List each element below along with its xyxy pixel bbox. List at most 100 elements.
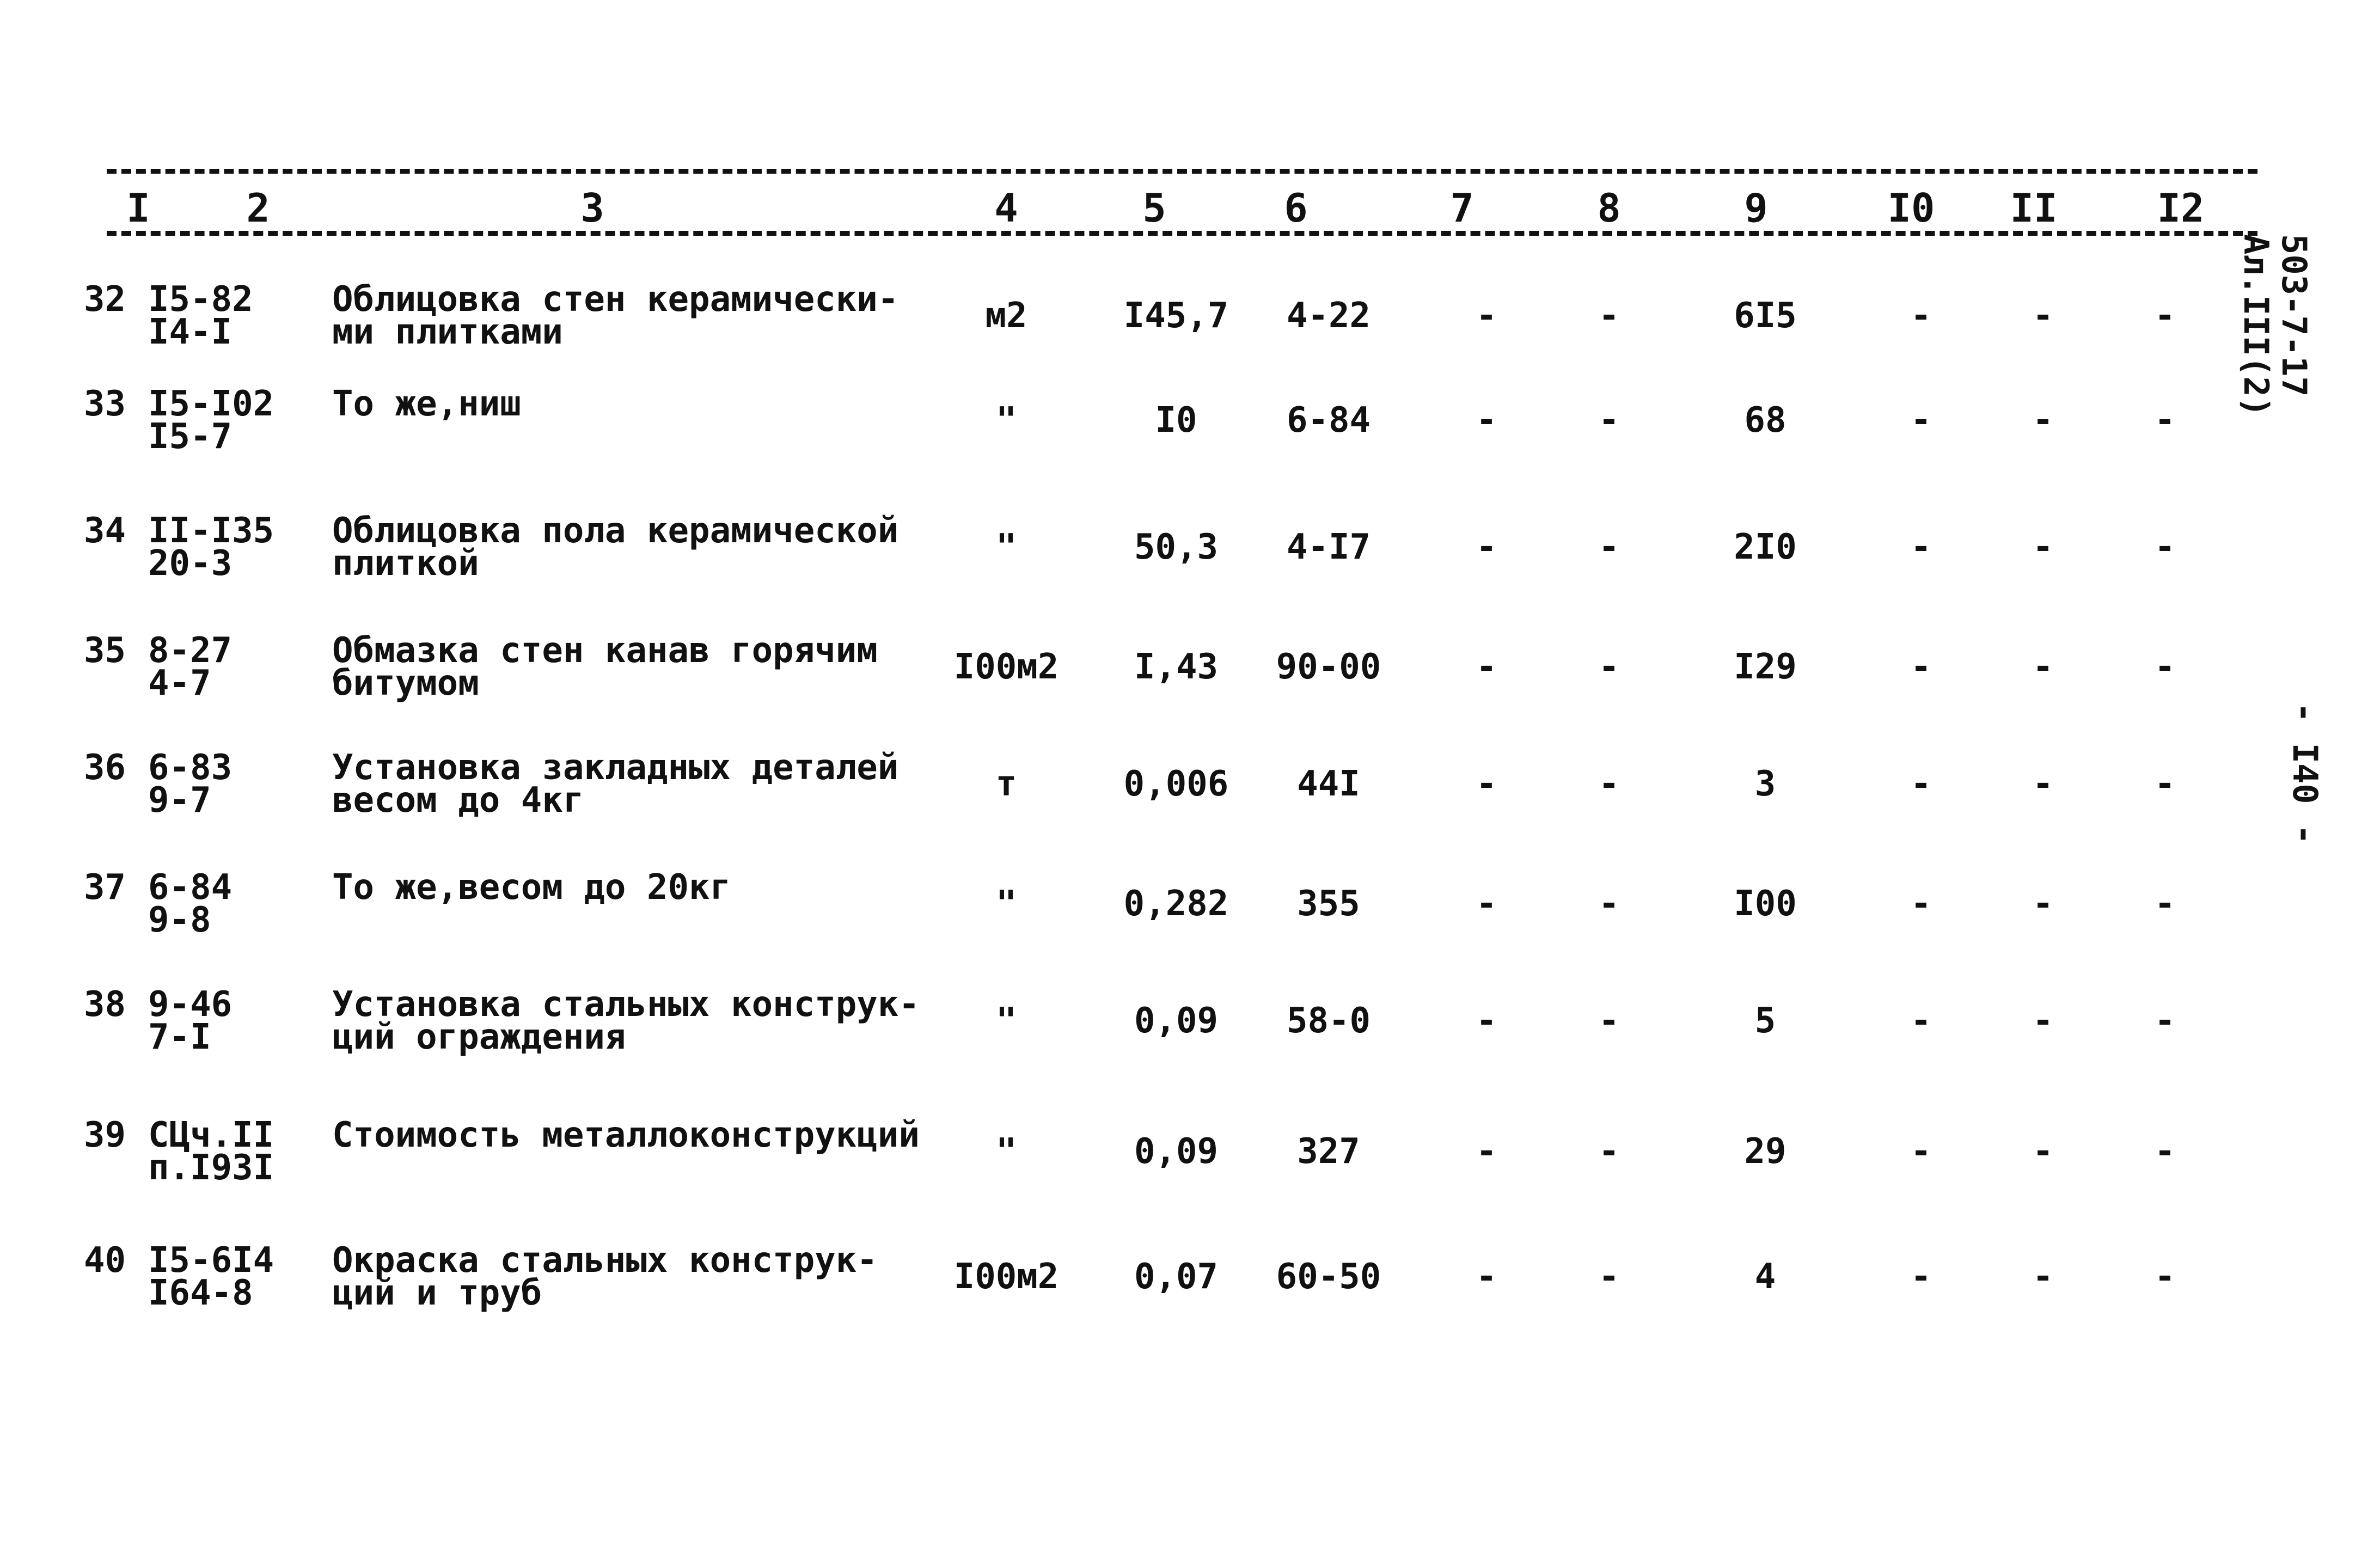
row-code: I5-I02 I5-7	[148, 384, 274, 457]
row-number: 33	[84, 384, 126, 424]
col-header-5: 5	[1142, 185, 1166, 231]
table-row: 36 6-83 9-7 Установка закладных деталей ве…	[0, 748, 2380, 860]
row-quantity: I0	[1155, 400, 1197, 440]
row-col-11: -	[2032, 1131, 2054, 1172]
row-code: II-I35 20-3	[148, 511, 274, 584]
row-total: 3	[1754, 764, 1776, 804]
margin-album: Ал.III(2)	[2236, 234, 2276, 417]
row-col-8: -	[1598, 296, 1620, 336]
row-col-11: -	[2032, 296, 2054, 336]
row-col-12: -	[2154, 884, 2176, 924]
row-col-12: -	[2154, 296, 2176, 336]
col-header-12: I2	[2157, 185, 2205, 231]
row-total: 68	[1744, 400, 1786, 440]
col-header-9: 9	[1744, 185, 1768, 231]
col-header-1: I	[126, 185, 150, 231]
header-top-rule	[107, 169, 2257, 174]
row-unit-price: 327	[1297, 1131, 1360, 1172]
row-quantity: 0,006	[1123, 764, 1229, 804]
row-code: СЦч.II п.I93I	[148, 1115, 274, 1188]
row-number: 37	[84, 867, 126, 908]
row-number: 39	[84, 1115, 126, 1155]
row-col-8: -	[1598, 1257, 1620, 1297]
margin-page-number: - I40 -	[2285, 702, 2325, 845]
row-unit-price: 58-0	[1286, 1001, 1371, 1041]
row-number: 40	[84, 1240, 126, 1281]
table-row: 37 6-84 9-8 То же,весом до 20кг " 0,282 355 - -…	[0, 867, 2380, 980]
row-col-7: -	[1476, 1257, 1497, 1297]
row-col-11: -	[2032, 527, 2054, 567]
row-unit-price: 6-84	[1286, 400, 1371, 440]
margin-doc-code: 503-7-17	[2274, 234, 2314, 397]
row-unit-price: 4-I7	[1286, 527, 1371, 567]
col-header-8: 8	[1597, 185, 1621, 231]
row-unit-price: 90-00	[1276, 647, 1381, 687]
row-unit: I00м2	[953, 647, 1059, 687]
row-description: Установка закладных деталей весом до 4кг	[332, 748, 899, 821]
row-unit-price: 355	[1297, 884, 1360, 924]
row-col-10: -	[1910, 884, 1932, 924]
row-col-8: -	[1598, 764, 1620, 804]
row-unit: м2	[985, 296, 1027, 336]
row-total: I29	[1734, 647, 1797, 687]
row-col-11: -	[2032, 1257, 2054, 1297]
row-description: Установка стальных конструк- ций огражде…	[332, 984, 920, 1057]
row-quantity: 50,3	[1134, 527, 1219, 567]
row-col-7: -	[1476, 884, 1497, 924]
row-col-8: -	[1598, 884, 1620, 924]
row-unit: "	[995, 884, 1017, 924]
row-col-12: -	[2154, 1001, 2176, 1041]
row-col-8: -	[1598, 1001, 1620, 1041]
row-description: Облицовка стен керамически- ми плитками	[332, 279, 899, 352]
row-col-7: -	[1476, 1131, 1497, 1172]
row-number: 35	[84, 630, 126, 671]
row-code: 9-46 7-I	[148, 984, 233, 1057]
row-col-11: -	[2032, 764, 2054, 804]
row-col-10: -	[1910, 647, 1932, 687]
row-col-7: -	[1476, 400, 1497, 440]
row-col-12: -	[2154, 527, 2176, 567]
row-description: Стоимость металлоконструкций	[332, 1115, 920, 1155]
col-header-4: 4	[994, 185, 1018, 231]
row-col-10: -	[1910, 527, 1932, 567]
row-unit: "	[995, 1131, 1017, 1172]
row-quantity: I,43	[1134, 647, 1219, 687]
row-unit-price: 4-22	[1286, 296, 1371, 336]
row-quantity: 0,09	[1134, 1131, 1219, 1172]
row-total: 2I0	[1734, 527, 1797, 567]
row-total: I00	[1734, 884, 1797, 924]
table-row: 39 СЦч.II п.I93I Стоимость металлоконструк…	[0, 1115, 2380, 1228]
table-row: 32 I5-82 I4-I Облицовка стен керамически- …	[0, 279, 2380, 392]
row-description: То же,ниш	[332, 384, 521, 424]
row-col-7: -	[1476, 1001, 1497, 1041]
row-quantity: I45,7	[1123, 296, 1229, 336]
row-unit: "	[995, 527, 1017, 567]
col-header-7: 7	[1450, 185, 1474, 231]
row-col-11: -	[2032, 884, 2054, 924]
row-col-11: -	[2032, 400, 2054, 440]
row-col-12: -	[2154, 400, 2176, 440]
row-description: Окраска стальных конструк- ций и труб	[332, 1240, 878, 1313]
table-row: 35 8-27 4-7 Обмазка стен канав горячим бит…	[0, 630, 2380, 743]
row-col-7: -	[1476, 527, 1497, 567]
table-row: 33 I5-I02 I5-7 То же,ниш " I0 6-84 - - 68 - - -	[0, 384, 2380, 497]
row-total: 4	[1754, 1257, 1776, 1297]
row-col-10: -	[1910, 1257, 1932, 1297]
row-col-10: -	[1910, 400, 1932, 440]
row-col-10: -	[1910, 764, 1932, 804]
row-code: 8-27 4-7	[148, 630, 233, 703]
header-bottom-rule	[107, 231, 2257, 236]
row-col-12: -	[2154, 1257, 2176, 1297]
row-col-7: -	[1476, 296, 1497, 336]
row-code: I5-6I4 I64-8	[148, 1240, 274, 1313]
row-unit: "	[995, 1001, 1017, 1041]
row-number: 34	[84, 511, 126, 551]
row-unit: I00м2	[953, 1257, 1059, 1297]
row-description: То же,весом до 20кг	[332, 867, 731, 908]
row-code: I5-82 I4-I	[148, 279, 253, 352]
row-unit-price: 60-50	[1276, 1257, 1381, 1297]
row-unit: "	[995, 400, 1017, 440]
row-code: 6-84 9-8	[148, 867, 233, 940]
row-col-12: -	[2154, 1131, 2176, 1172]
row-number: 32	[84, 279, 126, 320]
